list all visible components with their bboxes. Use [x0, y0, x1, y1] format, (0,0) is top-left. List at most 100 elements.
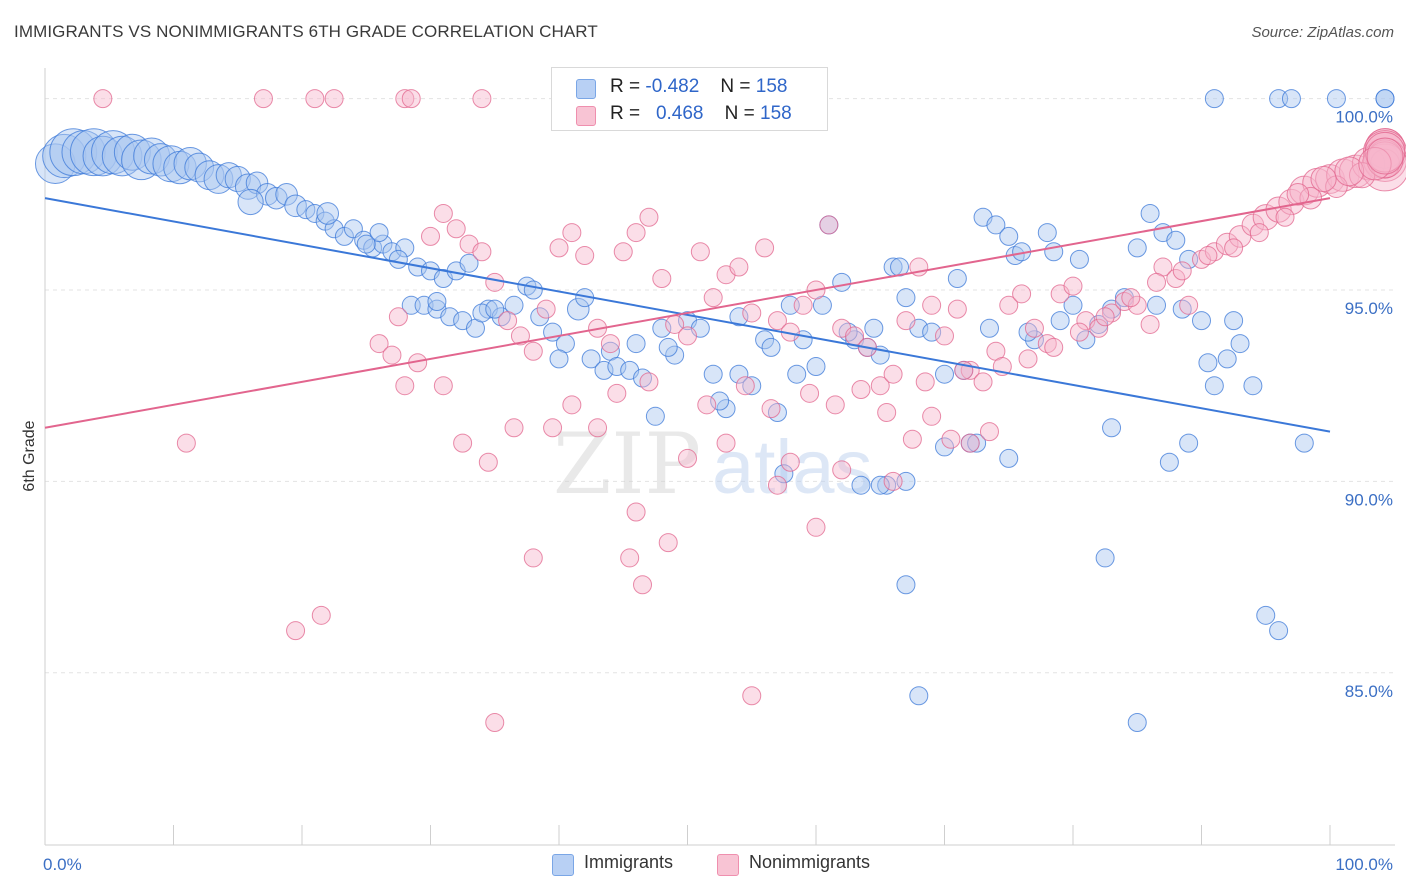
data-point: [639, 372, 659, 392]
data-point: [1366, 137, 1404, 175]
r-label: R =: [610, 103, 641, 124]
data-point: [600, 334, 620, 354]
data-point: [999, 226, 1019, 246]
data-point: [761, 337, 781, 357]
data-point: [909, 686, 929, 706]
data-point: [1217, 349, 1237, 369]
data-point: [1063, 276, 1083, 296]
data-point: [864, 318, 884, 338]
data-point: [152, 145, 190, 183]
data-point: [1121, 288, 1141, 308]
data-point: [446, 219, 466, 239]
data-point: [316, 202, 340, 225]
data-point: [440, 307, 460, 327]
data-point: [870, 376, 890, 396]
x-tick-label: 0.0%: [43, 855, 82, 874]
data-point: [922, 322, 942, 342]
watermark-atlas: atlas: [712, 425, 873, 510]
data-point: [1024, 330, 1044, 350]
data-point: [93, 89, 113, 109]
nonimmigrants-legend-swatch: [717, 854, 739, 876]
data-point: [113, 133, 151, 171]
data-point: [472, 242, 492, 262]
data-point: [133, 137, 171, 175]
data-point: [703, 288, 723, 308]
data-point: [184, 152, 215, 183]
data-point: [1224, 238, 1244, 258]
data-point: [697, 395, 717, 415]
data-point: [1147, 272, 1167, 292]
data-point: [1089, 318, 1109, 338]
data-point: [1230, 334, 1250, 354]
data-point: [806, 357, 826, 377]
data-point: [979, 318, 999, 338]
y-axis-label: 6th Grade: [21, 420, 38, 491]
data-point: [678, 326, 697, 346]
data-point: [69, 128, 118, 177]
data-point: [665, 345, 685, 365]
data-point: [453, 433, 473, 453]
data-point: [395, 238, 415, 258]
data-point: [658, 337, 678, 357]
data-point: [774, 464, 794, 484]
data-point: [613, 242, 633, 262]
data-point: [284, 194, 307, 218]
data-point: [143, 143, 178, 177]
data-point: [710, 391, 730, 411]
data-point: [626, 334, 646, 354]
nonimmigrants-n-value: 158: [760, 103, 792, 124]
data-point: [1140, 203, 1160, 223]
data-point: [1249, 223, 1269, 243]
data-point: [395, 376, 415, 396]
data-point: [832, 272, 852, 292]
data-point: [851, 475, 871, 495]
data-point: [1044, 337, 1064, 357]
nonimmigrants-swatch: [576, 106, 596, 126]
data-point: [1050, 311, 1070, 331]
data-point: [1310, 165, 1337, 193]
stats-text-nonimmigrants: R = 0.468 N = 158: [610, 103, 792, 125]
data-point: [1375, 89, 1395, 109]
data-point: [877, 402, 897, 422]
data-point: [275, 183, 298, 206]
immigrants-r-value: -0.482: [645, 76, 700, 97]
n-label: N =: [724, 103, 755, 124]
y-tick-label: 85.0%: [1345, 682, 1393, 701]
data-point: [173, 146, 207, 181]
data-point: [947, 269, 967, 289]
data-point: [607, 383, 627, 403]
data-point: [510, 326, 530, 346]
data-point: [388, 249, 408, 269]
data-point: [819, 215, 839, 235]
series-immigrants: [34, 89, 1395, 733]
data-point: [1147, 295, 1167, 315]
data-point: [935, 364, 954, 384]
data-point: [427, 291, 447, 311]
data-point: [1204, 376, 1224, 396]
data-point: [1127, 713, 1147, 733]
immigrants-legend-swatch: [552, 854, 574, 876]
data-point: [459, 253, 479, 273]
data-point: [1326, 89, 1346, 109]
data-point: [324, 89, 344, 109]
tick-labels: 100.0% 95.0% 90.0% 85.0% 0.0% 100.0%: [43, 108, 1393, 874]
data-point: [999, 448, 1019, 468]
data-point: [369, 334, 389, 354]
data-point: [639, 207, 659, 227]
data-point: [1095, 548, 1115, 568]
data-point: [562, 223, 582, 243]
data-point: [401, 89, 421, 109]
data-point: [1063, 295, 1083, 315]
data-point: [1224, 311, 1244, 331]
trend-line-immigrants: [44, 197, 1331, 433]
data-point: [523, 280, 543, 300]
data-point: [742, 376, 762, 396]
data-point: [800, 383, 820, 403]
data-point: [1069, 322, 1089, 342]
data-point: [729, 364, 749, 384]
data-point: [1192, 311, 1211, 331]
data-point: [735, 376, 755, 396]
data-point: [1198, 246, 1218, 266]
n-label: N =: [720, 76, 751, 97]
